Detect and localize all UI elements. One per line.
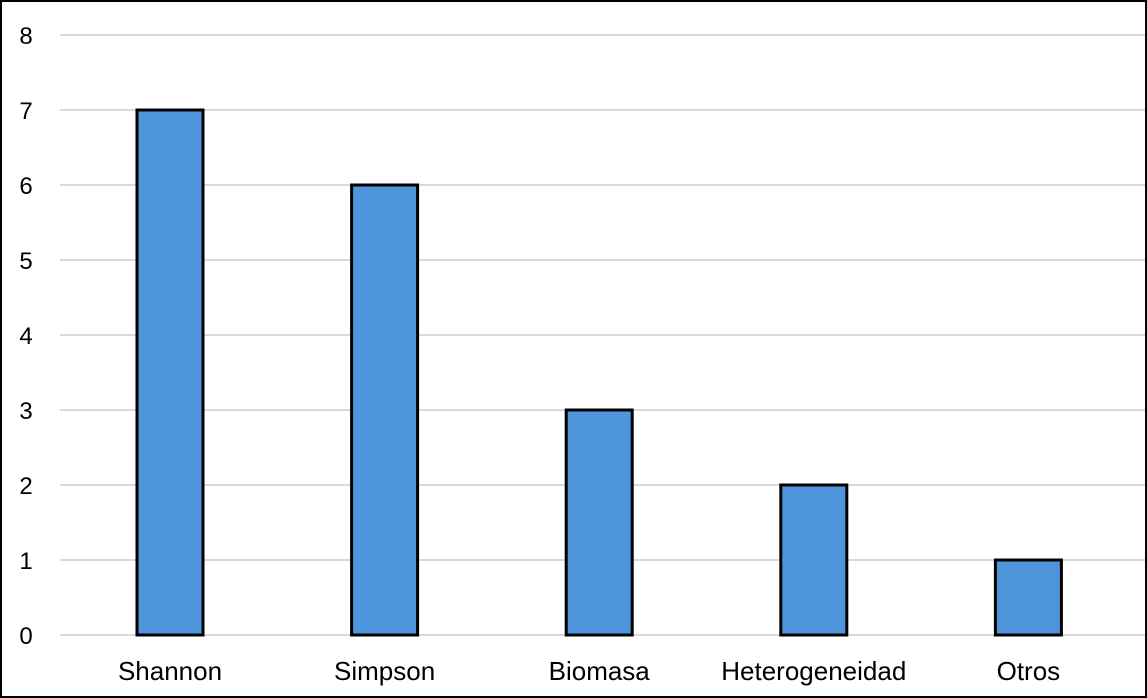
bar-shannon xyxy=(135,108,205,637)
bar-otros xyxy=(993,558,1063,637)
y-tick-label: 6 xyxy=(19,173,32,200)
y-tick-label: 4 xyxy=(19,323,32,350)
bar-simpson xyxy=(350,183,420,637)
x-category-label: Shannon xyxy=(118,656,222,686)
bar-heterogeneidad xyxy=(779,483,849,637)
x-category-label: Heterogeneidad xyxy=(721,656,906,686)
x-category-label: Otros xyxy=(997,656,1061,686)
x-axis-labels: Shannon Simpson Biomasa Heterogeneidad Otros xyxy=(118,656,1060,686)
y-tick-label: 2 xyxy=(19,473,32,500)
y-tick-label: 1 xyxy=(19,548,32,575)
y-tick-label: 8 xyxy=(19,23,32,50)
y-tick-label: 0 xyxy=(19,623,32,650)
bar-biomasa xyxy=(564,408,634,637)
gridlines xyxy=(60,34,1145,636)
y-tick-label: 5 xyxy=(19,248,32,275)
y-tick-label: 3 xyxy=(19,398,32,425)
x-category-label: Biomasa xyxy=(549,656,651,686)
bars xyxy=(135,108,1063,637)
x-category-label: Simpson xyxy=(334,656,435,686)
y-tick-label: 7 xyxy=(19,98,32,125)
y-axis-ticks: 0 1 2 3 4 5 6 7 8 xyxy=(19,23,32,650)
